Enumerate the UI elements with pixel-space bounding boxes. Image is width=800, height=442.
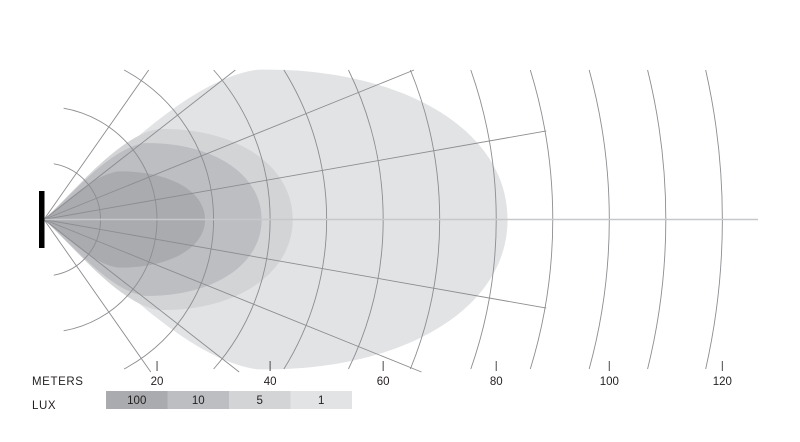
grid-ray--22deg — [43, 219, 422, 373]
lux-legend-label-1: 1 — [318, 395, 324, 407]
lux-legend-swatch-5 — [229, 391, 291, 409]
meter-tick-group: 20 40 60 80 100 120 — [151, 361, 732, 388]
lux-legend-label-10: 10 — [192, 395, 205, 407]
grid-ray--10deg — [43, 219, 547, 309]
meter-tick-label-100: 100 — [600, 376, 619, 388]
meters-axis-label: METERS — [32, 376, 84, 388]
grid-ray-10deg — [43, 130, 547, 220]
lux-legend-label-100: 100 — [127, 395, 146, 407]
lux-legend-label-5: 5 — [257, 395, 263, 407]
lux-axis-label: LUX — [32, 400, 56, 412]
grid-ray-22deg — [43, 69, 415, 220]
grid-ray-55deg — [43, 69, 150, 220]
lux-legend: 100 10 5 1 — [106, 391, 352, 409]
grid-ray--55deg — [43, 219, 152, 373]
lux-legend-swatch-10 — [167, 391, 229, 409]
grid-ray--38deg — [43, 219, 240, 373]
polar-grid-rays — [43, 69, 547, 373]
meter-tick-label-20: 20 — [151, 376, 164, 388]
grid-ray-38deg — [43, 69, 236, 220]
meter-tick-label-120: 120 — [713, 376, 732, 388]
meter-tick-label-60: 60 — [377, 376, 390, 388]
meter-tick-label-40: 40 — [264, 376, 277, 388]
lux-legend-swatch-1 — [290, 391, 352, 409]
meter-tick-label-80: 80 — [490, 376, 503, 388]
light-source-bar — [39, 191, 45, 248]
lux-legend-swatch-100 — [106, 391, 168, 409]
